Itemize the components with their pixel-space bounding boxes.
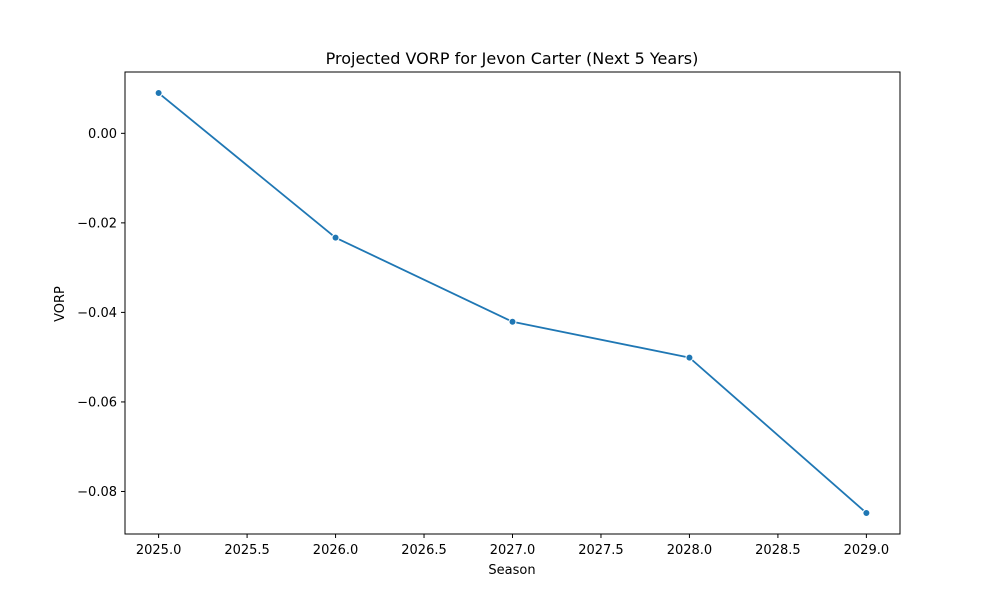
data-point: [154, 89, 163, 98]
x-axis-label: Season: [488, 563, 535, 578]
x-tick-label: 2028.0: [667, 543, 713, 558]
plot-frame: [124, 71, 901, 535]
y-tick-label: −0.02: [77, 216, 117, 231]
y-axis-ticks: 0.00 −0.02 −0.04 −0.06 −0.08: [77, 127, 125, 500]
y-tick-label: 0.00: [88, 127, 117, 142]
data-point: [862, 508, 871, 517]
y-axis-label: VORP: [53, 286, 68, 322]
x-tick-label: 2028.5: [755, 543, 801, 558]
x-tick-label: 2026.0: [313, 543, 359, 558]
x-tick-label: 2027.5: [578, 543, 624, 558]
x-axis-ticks: 2025.0 2025.5 2026.0 2026.5 2027.0 2027.5 2028…: [136, 534, 889, 558]
chart-title: Projected VORP for Jevon Carter (Next 5 …: [326, 49, 699, 68]
x-tick-label: 2025.0: [136, 543, 182, 558]
x-tick-label: 2027.0: [490, 543, 536, 558]
y-tick-label: −0.04: [77, 306, 117, 321]
data-point: [685, 353, 694, 362]
x-tick-label: 2029.0: [844, 543, 890, 558]
data-point: [508, 317, 517, 326]
y-tick-label: −0.06: [77, 395, 117, 410]
y-tick-label: −0.08: [77, 485, 117, 500]
data-point: [331, 233, 340, 242]
x-tick-label: 2026.5: [401, 543, 447, 558]
x-tick-label: 2025.5: [224, 543, 270, 558]
plot-series: [154, 89, 871, 517]
